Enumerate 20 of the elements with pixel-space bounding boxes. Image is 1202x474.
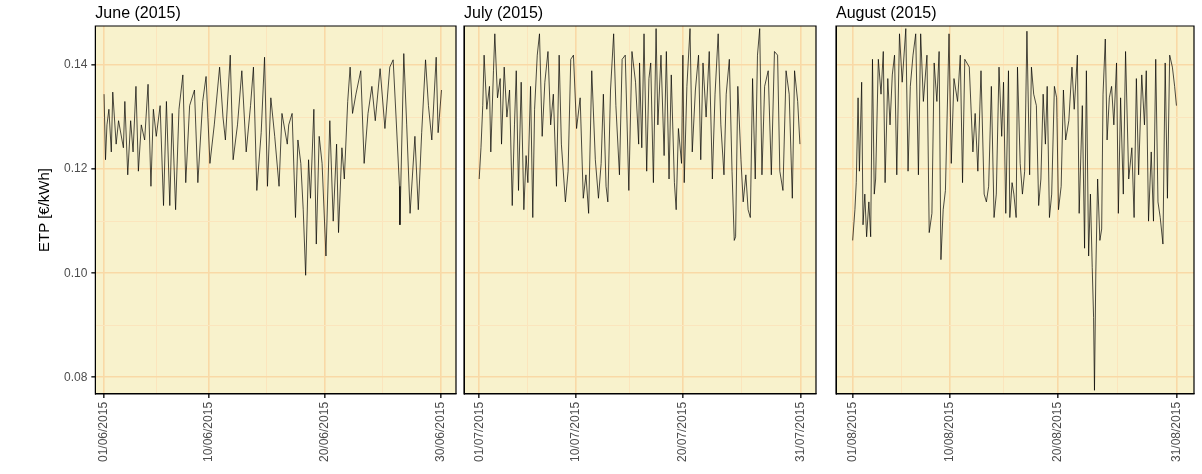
x-tick-label: 31/07/2015 [793, 401, 808, 462]
x-tick-label: 10/06/2015 [200, 401, 215, 462]
x-tick-label: 30/06/2015 [432, 401, 447, 462]
y-axis-title: ETP [€/kWh] [35, 168, 53, 252]
x-tick-label: 01/07/2015 [471, 401, 486, 462]
x-tick-label: 20/07/2015 [675, 401, 690, 462]
x-tick-label: 20/08/2015 [1050, 401, 1065, 462]
y-tick-label: 0.08 [64, 369, 88, 384]
chart-title: July (2015) [464, 4, 544, 22]
y-tick-label: 0.12 [64, 161, 88, 176]
chart-title: June (2015) [95, 4, 181, 22]
x-tick-label: 31/08/2015 [1169, 401, 1184, 462]
y-tick-label: 0.10 [64, 265, 88, 280]
chart-title: August (2015) [836, 4, 937, 22]
x-tick-label: 10/08/2015 [942, 401, 957, 462]
x-tick-label: 01/06/2015 [96, 401, 111, 462]
x-tick-label: 01/08/2015 [844, 401, 859, 462]
x-tick-label: 20/06/2015 [316, 401, 331, 462]
x-tick-label: 10/07/2015 [567, 401, 582, 462]
y-tick-label: 0.14 [64, 57, 88, 72]
